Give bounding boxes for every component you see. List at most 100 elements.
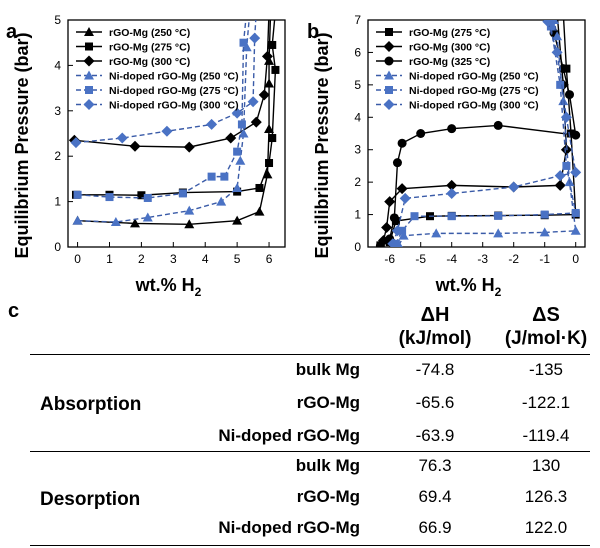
legend-marker-a-1 (85, 42, 93, 51)
series-line-a-3 (77, 20, 250, 223)
legend-label-a-2: rGO-Mg (300 °C) (109, 56, 190, 68)
data-point-a-5-3 (206, 118, 218, 130)
abs-bulk-ds: -135 (528, 360, 564, 379)
x-tick-label-b: -2 (508, 252, 519, 266)
data-point-a-3-1 (110, 217, 121, 227)
y-tick-label-a: 2 (54, 149, 61, 163)
y-tick-label-a: 3 (54, 104, 61, 118)
x-tick-label-a: 0 (74, 252, 81, 266)
data-point-b-5-0 (387, 238, 399, 247)
data-point-b-2-0 (375, 240, 385, 247)
data-point-b-2-7 (493, 120, 503, 130)
data-point-b-4-8 (556, 80, 565, 89)
data-point-b-1-3 (396, 183, 408, 195)
table-rule-top (30, 354, 590, 355)
data-point-a-3-3 (184, 205, 195, 215)
data-point-b-5-7 (560, 111, 572, 123)
data-point-a-2-2 (183, 141, 195, 153)
x-tick-label-b: -4 (446, 252, 457, 266)
y-tick-label-a: 1 (54, 195, 61, 209)
dh-header: ΔH (420, 304, 450, 326)
data-point-b-4-7 (562, 161, 571, 170)
data-point-a-0-7 (264, 78, 275, 88)
legend-a: rGO-Mg (250 °C) rGO-Mg (275 °C) rGO-Mg (30… (76, 27, 239, 112)
abs-rgo-dh: -65.6 (415, 393, 455, 412)
data-point-b-4-3 (447, 212, 456, 221)
y-tick-label-b: 4 (354, 110, 361, 124)
data-point-a-5-6 (249, 32, 261, 44)
x-tick-label-b: -5 (415, 252, 426, 266)
data-point-b-2-10 (558, 64, 568, 74)
legend-marker-a-5 (83, 99, 95, 110)
legend-marker-b-4 (385, 86, 393, 94)
panel-label-c: c (8, 300, 20, 322)
abs-bulk-dh: -74.8 (415, 360, 455, 379)
x-tick-label-a: 2 (138, 252, 145, 266)
data-point-a-4-2 (143, 193, 152, 202)
data-point-b-3-8 (552, 31, 563, 41)
legend-label-b-0: rGO-Mg (275 °C) (409, 27, 490, 39)
ds-unit: (J/mol·K) (504, 328, 588, 349)
data-point-b-5-5 (554, 170, 566, 182)
des-rgo-dh: 69.4 (418, 487, 452, 506)
data-point-b-1-6 (554, 179, 566, 191)
data-point-b-2-6 (447, 124, 457, 134)
data-point-a-3-6 (235, 155, 246, 165)
data-point-a-3-7 (238, 128, 249, 138)
data-point-b-3-3 (493, 228, 504, 238)
data-point-a-0-3 (232, 215, 243, 225)
data-point-b-2-5 (416, 129, 426, 138)
data-point-a-0-6 (264, 123, 275, 133)
data-point-a-1-2 (137, 191, 146, 200)
data-point-b-1-1 (381, 222, 393, 234)
data-point-b-2-4 (397, 138, 407, 148)
legend-marker-b-1 (383, 41, 395, 52)
data-point-a-5-0 (70, 137, 82, 149)
data-point-a-1-7 (268, 134, 277, 143)
panel-label-b: b (307, 21, 319, 43)
x-axis-label-b: wt.% H2 (435, 275, 502, 299)
legend-marker-a-0 (84, 27, 94, 36)
data-point-a-1-5 (255, 183, 264, 192)
x-tick-label-b: -1 (539, 252, 550, 266)
des-ni-ds: 122.0 (524, 518, 568, 537)
data-point-a-5-2 (161, 125, 173, 137)
ds-header: ΔS (532, 304, 560, 326)
y-axis-label-a: Equilibrium Pressure (bar) (12, 32, 32, 258)
legend-label-b-3: Ni-doped rGO-Mg (250 °C) (409, 71, 539, 83)
data-point-a-2-4 (250, 116, 262, 128)
data-point-a-3-5 (232, 182, 243, 192)
legend-label-a-0: rGO-Mg (250 °C) (109, 27, 190, 39)
x-axis-label-a: wt.% H2 (135, 275, 202, 299)
data-point-a-4-8 (239, 38, 248, 47)
plot-area-a (68, 20, 280, 229)
data-point-a-1-8 (271, 65, 280, 74)
abs-rgo-ds: -122.1 (521, 393, 571, 412)
data-point-b-3-2 (431, 228, 442, 238)
data-point-b-4-6 (571, 208, 580, 217)
y-tick-label-a: 0 (54, 240, 61, 254)
abs-ni-ds: -119.4 (522, 426, 570, 445)
legend-label-b-4: Ni-doped rGO-Mg (275 °C) (409, 85, 539, 97)
data-point-a-0-1 (130, 218, 141, 228)
data-point-a-3-4 (216, 196, 227, 206)
y-tick-label-b: 2 (354, 175, 361, 189)
data-point-a-3-8 (241, 42, 252, 52)
data-point-b-5-3 (446, 187, 458, 199)
y-tick-label-a: 4 (54, 58, 61, 72)
x-tick-label-a: 1 (106, 252, 113, 266)
y-tick-label-b: 6 (354, 45, 361, 59)
series-line-b-3 (398, 20, 577, 246)
legend-label-a-1: rGO-Mg (275 °C) (109, 42, 190, 54)
data-point-a-2-1 (129, 140, 141, 152)
data-point-b-3-5 (570, 225, 581, 235)
legend-label-b-5: Ni-doped rGO-Mg (300 °C) (409, 100, 539, 112)
data-point-a-0-4 (254, 206, 265, 216)
data-point-a-4-3 (178, 189, 187, 198)
row-abs-ni: Ni-doped rGO-Mg (218, 426, 360, 445)
data-point-b-4-4 (494, 211, 503, 220)
des-bulk-ds: 130 (531, 456, 561, 475)
des-rgo-ds: 126.3 (524, 487, 568, 506)
data-point-a-3-0 (72, 215, 83, 225)
